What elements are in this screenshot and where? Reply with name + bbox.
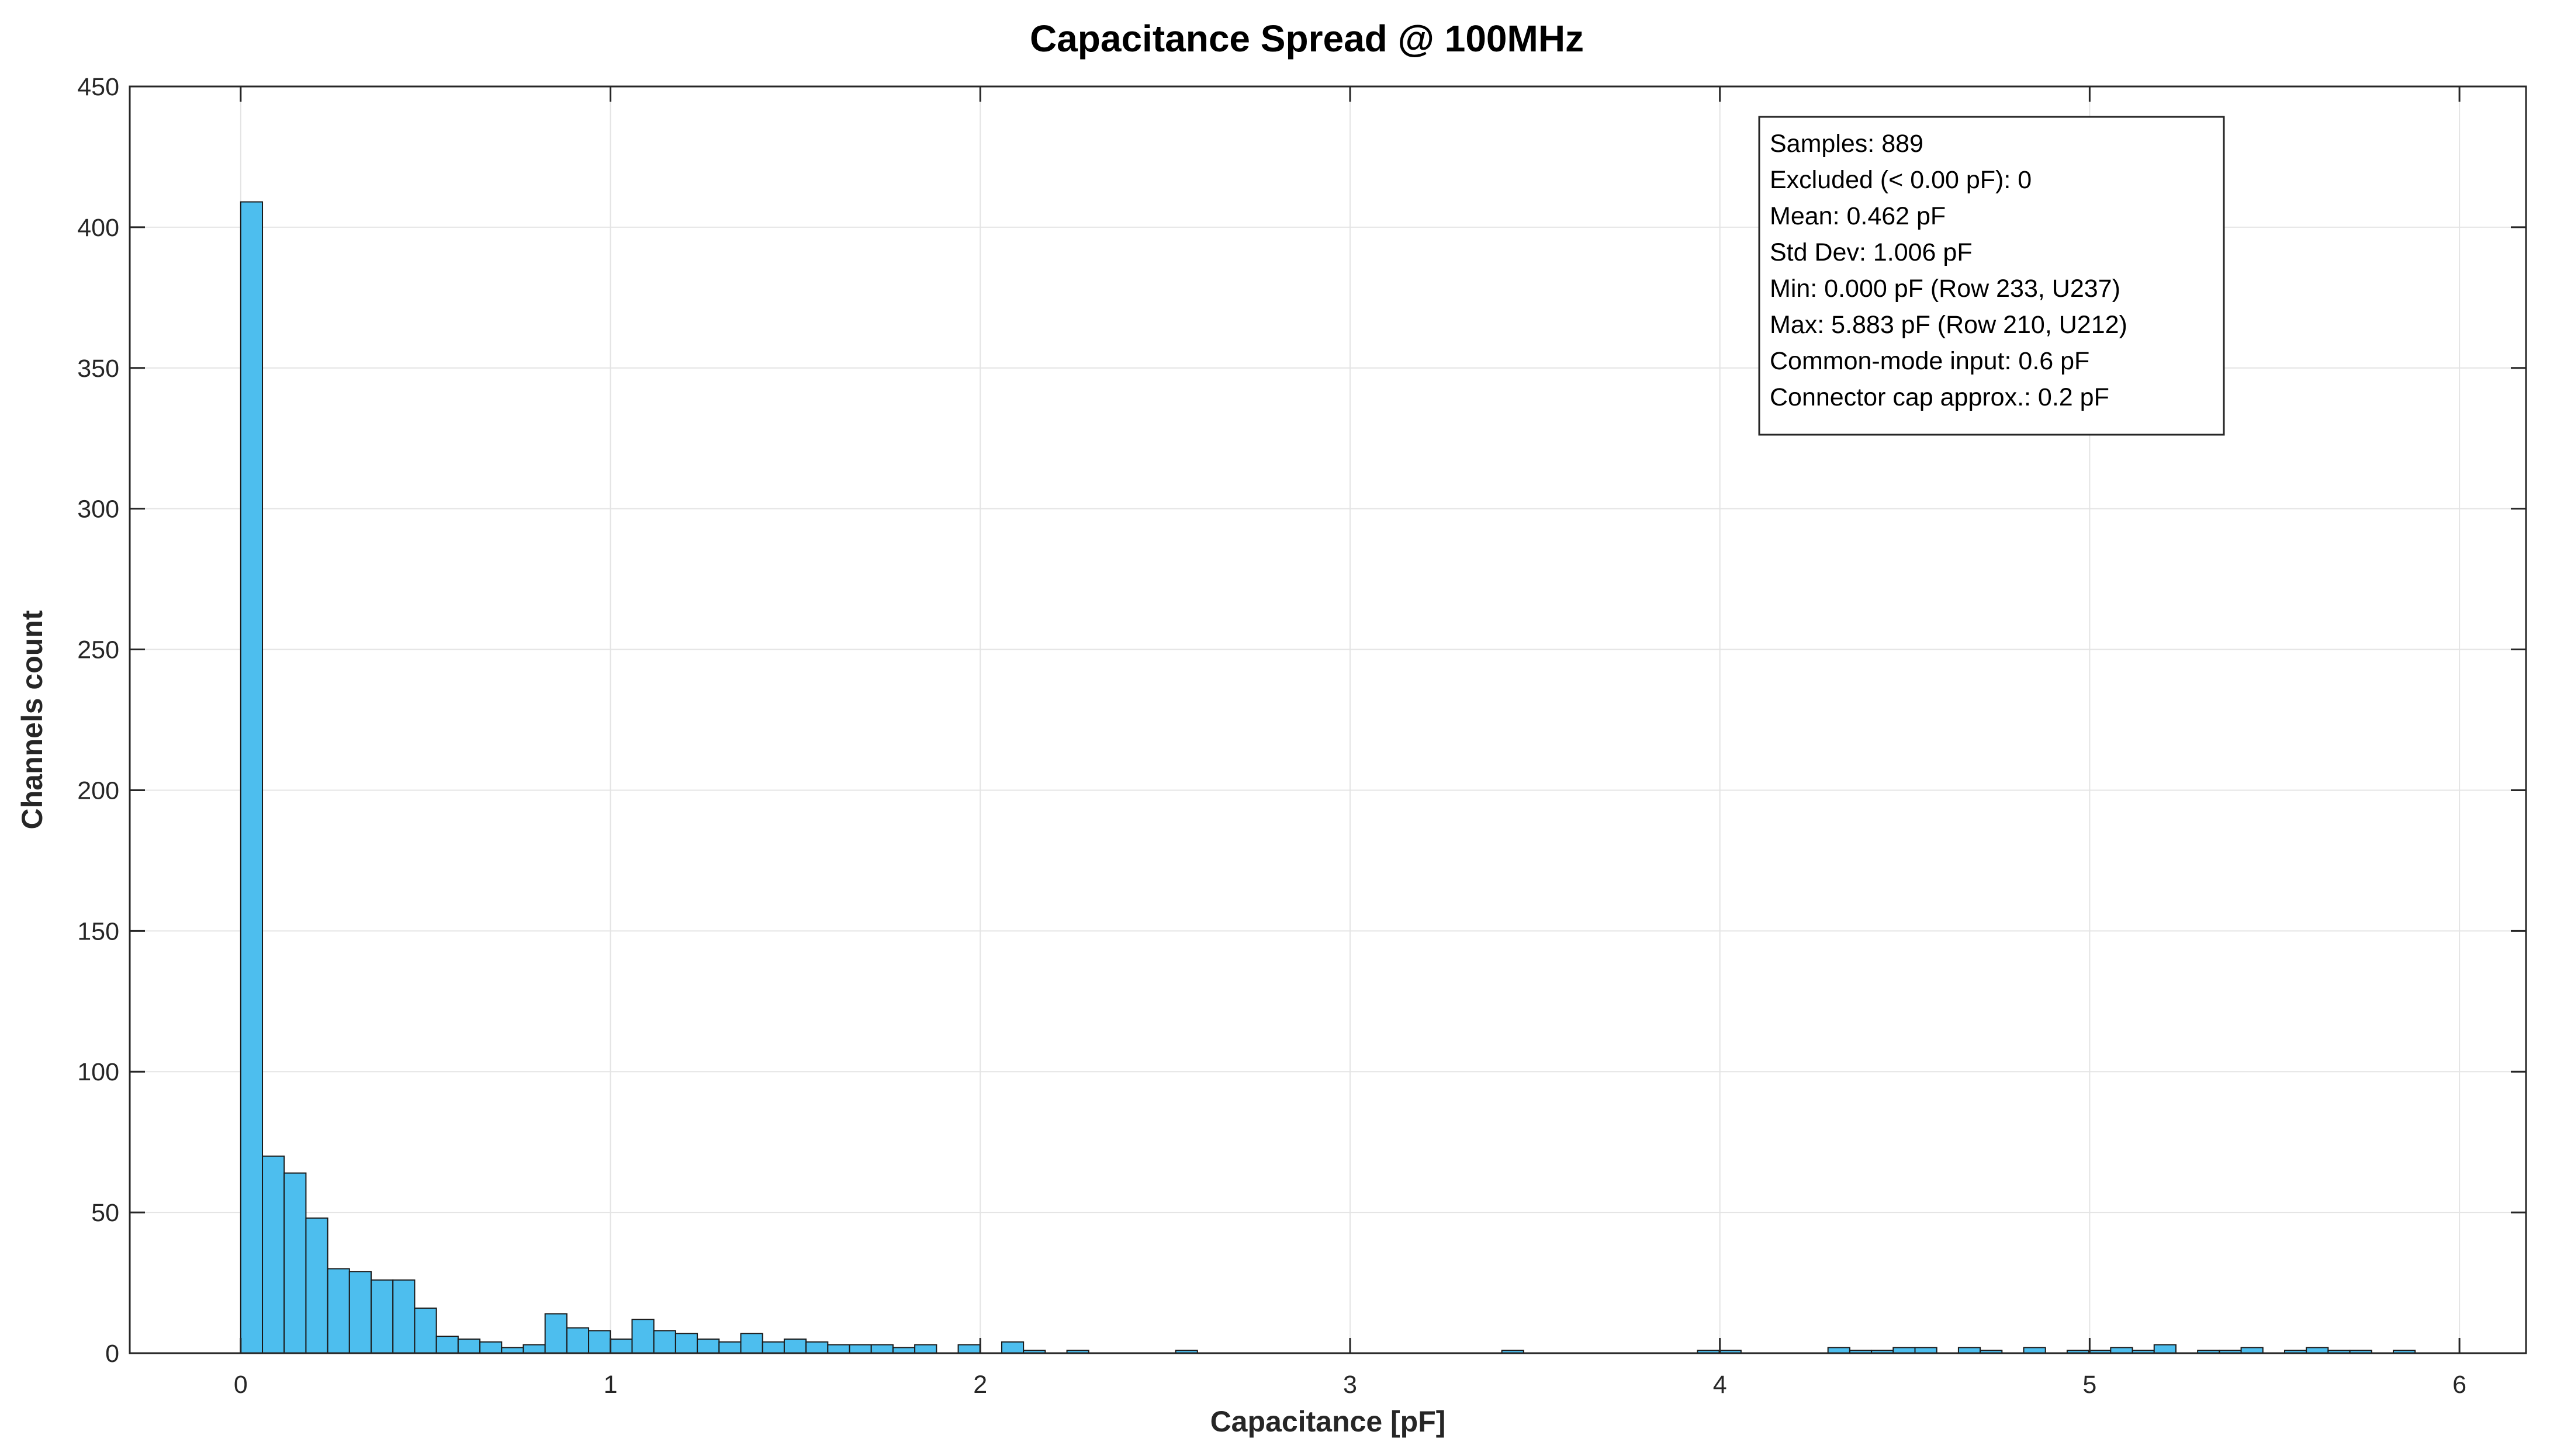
stats-line: Samples: 889 <box>1770 130 1923 158</box>
histogram-bar <box>610 1338 633 1354</box>
stats-annotation-box: Samples: 889 Excluded (< 0.00 pF): 0 Mea… <box>1758 116 2225 436</box>
y-tick-label: 400 <box>77 214 119 242</box>
x-tick-label: 2 <box>973 1371 987 1399</box>
histogram-bar <box>479 1341 503 1354</box>
histogram-bar <box>849 1344 872 1354</box>
x-tick-label: 4 <box>1713 1371 1727 1399</box>
histogram-bar <box>392 1279 416 1354</box>
stats-box-frame <box>1758 116 2225 436</box>
histogram-bar <box>914 1344 937 1354</box>
y-tick-label: 450 <box>77 73 119 101</box>
histogram-bar <box>827 1344 850 1354</box>
histogram-bar <box>653 1330 676 1354</box>
histogram-bar <box>631 1319 655 1354</box>
x-tick-label: 6 <box>2452 1371 2466 1399</box>
histogram-bar <box>348 1271 372 1354</box>
histogram-bar <box>805 1341 829 1354</box>
stats-line: Common-mode input: 0.6 pF <box>1770 347 2089 375</box>
histogram-bar <box>718 1341 742 1354</box>
y-tick-label: 200 <box>77 776 119 805</box>
x-axis-label: Capacitance [pF] <box>1210 1405 1446 1438</box>
stats-line: Std Dev: 1.006 pF <box>1770 238 1973 266</box>
stats-line: Min: 0.000 pF (Row 233, U237) <box>1770 275 2120 303</box>
histogram-bar <box>588 1330 611 1354</box>
histogram-bar <box>544 1313 568 1354</box>
axis-ticks <box>130 85 2526 1354</box>
stats-line: Excluded (< 0.00 pF): 0 <box>1770 166 2032 194</box>
stats-line: Mean: 0.462 pF <box>1770 202 1946 230</box>
y-tick-label: 50 <box>91 1199 119 1227</box>
histogram-bar <box>457 1338 481 1354</box>
histogram-bar <box>783 1338 807 1354</box>
histogram-bar <box>305 1217 328 1354</box>
histogram-bar <box>327 1268 350 1354</box>
histogram-bar <box>674 1333 698 1354</box>
y-tick-label: 150 <box>77 917 119 945</box>
y-tick-label: 300 <box>77 495 119 524</box>
y-tick-label: 250 <box>77 636 119 664</box>
x-tick-label: 3 <box>1343 1371 1357 1399</box>
histogram-bar <box>957 1344 981 1354</box>
histogram-bar <box>523 1344 546 1354</box>
histogram-bars <box>240 201 2416 1354</box>
histogram-bar <box>762 1341 785 1354</box>
x-tick-labels: 0 1 2 3 4 5 6 <box>234 1371 2466 1399</box>
histogram-bar <box>435 1336 459 1354</box>
y-tick-label: 100 <box>77 1058 119 1086</box>
histogram-bar <box>1001 1341 1025 1354</box>
stats-line: Connector cap approx.: 0.2 pF <box>1770 383 2109 411</box>
histogram-bar <box>566 1327 590 1354</box>
y-tick-labels: 0 50 100 150 200 250 300 350 400 450 <box>77 73 119 1368</box>
histogram-bar <box>262 1155 285 1354</box>
x-tick-label: 5 <box>2082 1371 2096 1399</box>
y-tick-label: 0 <box>105 1340 119 1368</box>
plot-area-border <box>129 85 2527 1354</box>
histogram-bar <box>240 201 264 1354</box>
histogram-bar <box>2153 1344 2177 1354</box>
histogram-bar <box>283 1172 307 1354</box>
histogram-bar <box>414 1307 437 1354</box>
chart-title: Capacitance Spread @ 100MHz <box>1030 18 1584 60</box>
histogram-bar <box>697 1338 720 1354</box>
y-axis-label: Channels count <box>16 610 49 829</box>
histogram-bar <box>371 1279 394 1354</box>
histogram-bar <box>870 1344 894 1354</box>
x-tick-label: 1 <box>604 1371 618 1399</box>
x-tick-label: 0 <box>234 1371 248 1399</box>
y-tick-label: 350 <box>77 355 119 383</box>
stats-line: Max: 5.883 pF (Row 210, U212) <box>1770 311 2127 339</box>
histogram-bar <box>740 1333 763 1354</box>
